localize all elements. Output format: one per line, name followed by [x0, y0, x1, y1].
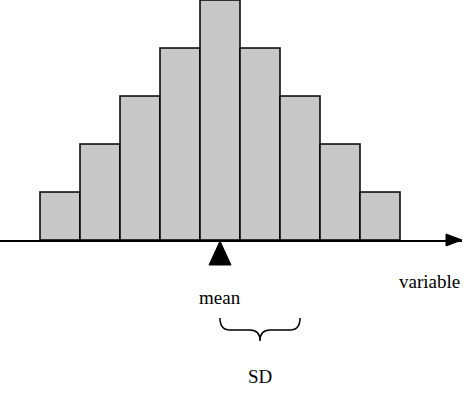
svg-text:variable: variable: [399, 271, 460, 292]
svg-text:mean: mean: [199, 287, 241, 308]
svg-text:SD: SD: [248, 366, 272, 387]
